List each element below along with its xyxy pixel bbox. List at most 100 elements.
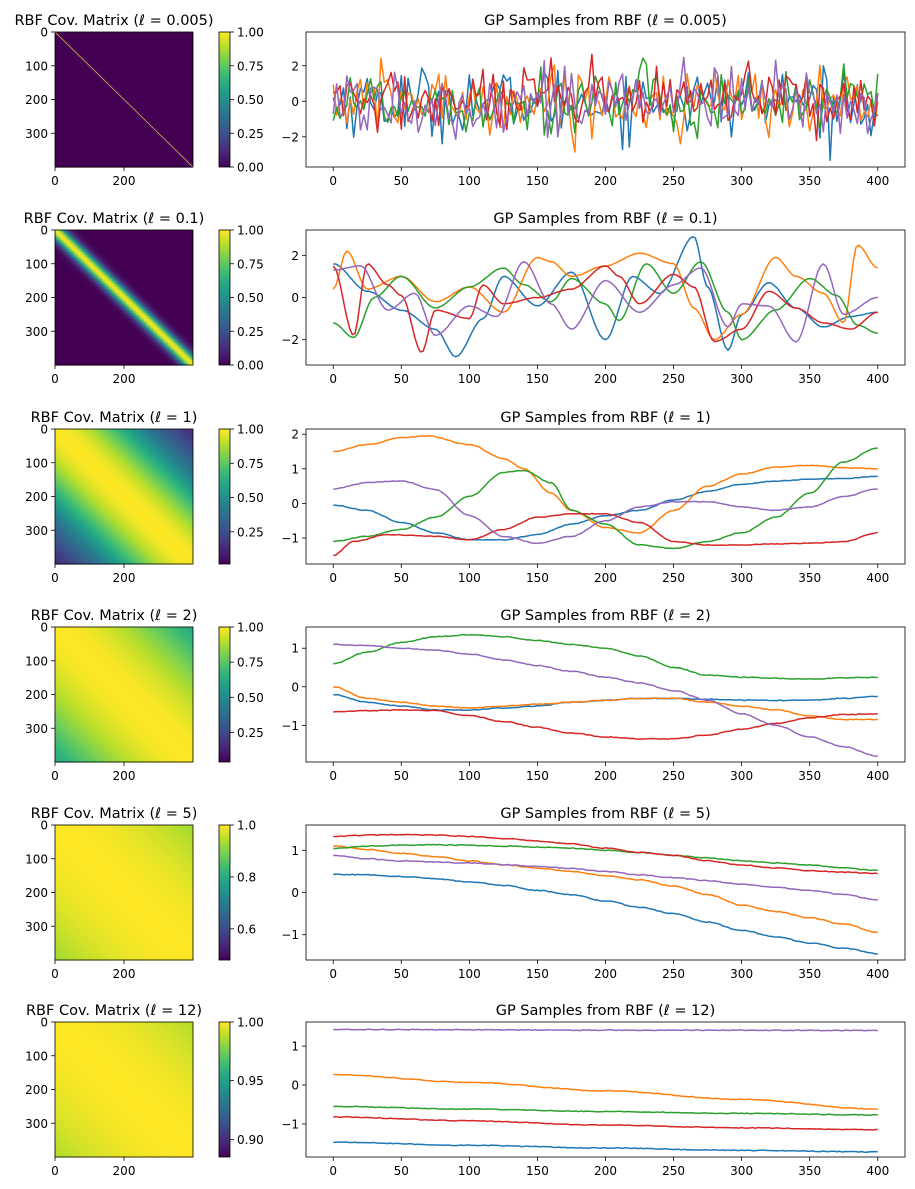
- colorbar-tick-label: 0.25: [237, 127, 264, 141]
- heatmap-row: [55, 94, 193, 97]
- heatmap-row: [55, 102, 193, 106]
- heatmap-row: [55, 96, 193, 99]
- heatmap-row: [55, 121, 193, 124]
- heatmap-row: [55, 126, 193, 129]
- heatmap-row: [55, 86, 193, 89]
- heatmap-row: [55, 62, 193, 65]
- series-group: [332, 53, 879, 162]
- heatmap-row: [55, 134, 193, 138]
- heatmap-diagonal: [54, 31, 194, 168]
- heatmap-row: [55, 55, 193, 58]
- heatmap-row: [55, 40, 193, 43]
- heatmap-row: [55, 116, 193, 119]
- heatmap-row: [55, 82, 193, 85]
- colorbar-bar: [218, 31, 231, 168]
- heatmap-row: [55, 42, 193, 45]
- heatmap-row: [55, 48, 193, 52]
- heatmap-row: [55, 163, 193, 166]
- x-tick-label: 200: [594, 174, 617, 188]
- colorbar-tick-label: 0.75: [237, 59, 264, 73]
- heatmap-row: [55, 131, 193, 134]
- heatmap-row: [55, 60, 193, 63]
- heatmap-row: [55, 43, 193, 47]
- heatmap-row: [55, 33, 193, 36]
- heatmap-title: RBF Cov. Matrix (ℓ = 0.005): [14, 13, 213, 29]
- heatmap-row: [55, 38, 193, 42]
- y-tick-label: 0: [291, 95, 299, 109]
- heatmap-row: [55, 111, 193, 114]
- heatmap-row: [55, 114, 193, 117]
- heatmap-row: [55, 141, 193, 144]
- heatmap-row: [55, 148, 193, 151]
- heatmap-row: [55, 129, 193, 133]
- heatmap-row: [55, 124, 193, 128]
- heatmap-row: [55, 67, 193, 70]
- heatmap-row: [55, 158, 193, 161]
- heatmap-x-tick-label: 0: [51, 174, 59, 188]
- x-tick-label: 100: [458, 174, 481, 188]
- heatmap-row: [55, 119, 193, 123]
- colorbar-tick-label: 0.00: [237, 161, 264, 175]
- heatmap-row: [55, 123, 193, 126]
- heatmap-row: [55, 113, 193, 116]
- heatmap-row: [55, 160, 193, 163]
- heatmap-row: [55, 92, 193, 96]
- heatmap-row: [55, 72, 193, 75]
- y-tick-label: 2: [291, 59, 299, 73]
- colorbar-tick-label: 1.00: [237, 26, 264, 40]
- heatmap-row: [55, 155, 193, 158]
- heatmap-row: [55, 79, 193, 82]
- x-tick-label: 50: [394, 174, 409, 188]
- heatmap-row: [55, 70, 193, 74]
- x-tick-label: 300: [730, 174, 753, 188]
- heatmap-row: [55, 106, 193, 109]
- heatmap-row: [55, 47, 193, 50]
- heatmap-row: [55, 161, 193, 165]
- heatmap-row: [55, 64, 193, 67]
- heatmap-row: [55, 145, 193, 148]
- heatmap-row: [55, 65, 193, 69]
- colorbar-tick-label: 0.50: [237, 93, 264, 107]
- heatmap-row: [55, 101, 193, 104]
- heatmap-row: [55, 80, 193, 84]
- x-tick-label: 0: [329, 174, 337, 188]
- heatmap-row: [55, 150, 193, 153]
- heatmap-row: [55, 138, 193, 141]
- heatmap-row: [55, 69, 193, 72]
- line-plot-title: GP Samples from RBF (ℓ = 0.005): [484, 13, 727, 29]
- heatmap-row: [55, 140, 193, 143]
- heatmap-row: [55, 165, 193, 168]
- heatmap-row: [55, 91, 193, 94]
- heatmap-row: [55, 153, 193, 156]
- heatmap-row: [55, 133, 193, 136]
- x-tick-label: 400: [866, 174, 889, 188]
- x-tick-label: 150: [526, 174, 549, 188]
- heatmap-row: [55, 45, 193, 48]
- heatmap-row: [55, 136, 193, 139]
- heatmap-title: RBF Cov. Matrix (ℓ = 0.1): [24, 211, 205, 227]
- heatmap-row: [55, 52, 193, 55]
- heatmap-row: [55, 118, 193, 121]
- heatmap-row: [55, 97, 193, 101]
- heatmap-x-tick-label: 200: [113, 174, 136, 188]
- heatmap-row: [55, 151, 193, 155]
- heatmap-row: [55, 89, 193, 92]
- gp-samples-plot: GP Samples from RBF (ℓ = 0.005) 0 50 100 150…: [281, 13, 906, 188]
- heatmap-row: [55, 109, 193, 112]
- heatmap-row: [55, 59, 193, 62]
- heatmap-row: [55, 146, 193, 150]
- heatmap-row: [55, 57, 193, 60]
- x-tick-label: 350: [798, 174, 821, 188]
- heatmap-y-tick-label: 100: [25, 59, 48, 73]
- cov-matrix-heatmap: RBF Cov. Matrix (ℓ = 0.005)0 200010020030…: [14, 13, 213, 188]
- heatmap-row: [55, 32, 193, 35]
- heatmap-y-tick-label: 0: [40, 26, 48, 40]
- heatmap-row: [55, 107, 193, 111]
- heatmap-row: [55, 99, 193, 102]
- heatmap-row: [55, 35, 193, 38]
- sample-line: [332, 56, 879, 141]
- heatmap-row: [55, 156, 193, 160]
- x-tick-label: 250: [662, 174, 685, 188]
